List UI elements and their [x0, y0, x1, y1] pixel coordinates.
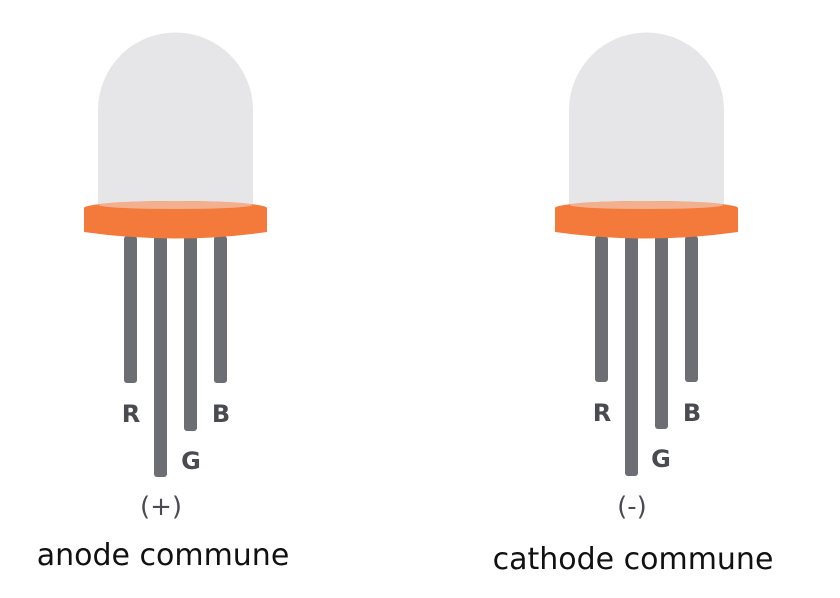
lead-blue — [685, 236, 698, 382]
led-rim-highlight — [98, 201, 253, 209]
lead-common — [154, 236, 167, 477]
pin-label-r: R — [593, 399, 611, 427]
led-rim-highlight — [569, 201, 724, 209]
led-common-cathode: R G B (-) cathode commune — [493, 32, 774, 577]
led-rim — [555, 208, 738, 239]
led-common-anode: R G B (+) anode commune — [37, 32, 290, 573]
caption-cathode: cathode commune — [493, 542, 774, 577]
lead-red — [124, 236, 137, 383]
led-rim — [84, 208, 267, 239]
lead-common — [625, 236, 638, 476]
lead-red — [595, 236, 608, 382]
caption-anode: anode commune — [37, 538, 290, 573]
polarity-label: (+) — [140, 492, 182, 522]
pin-label-g: G — [651, 445, 671, 473]
pin-label-b: B — [683, 399, 701, 427]
led-dome — [98, 32, 253, 205]
pin-label-b: B — [212, 400, 230, 428]
pin-label-g: G — [181, 447, 201, 475]
lead-green — [655, 236, 668, 429]
lead-blue — [214, 236, 227, 383]
pin-label-r: R — [122, 400, 140, 428]
led-dome — [569, 32, 724, 205]
lead-green — [184, 236, 197, 431]
polarity-label: (-) — [617, 492, 647, 522]
